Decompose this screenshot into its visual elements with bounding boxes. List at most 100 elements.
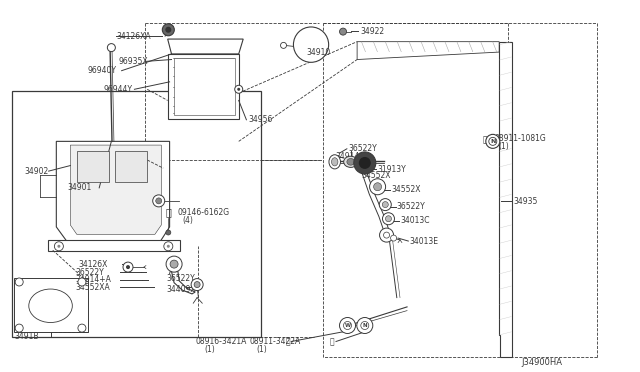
Circle shape [383,232,390,238]
Text: 34902: 34902 [24,167,49,176]
Text: 34126XA: 34126XA [116,32,151,41]
Text: 36522Y: 36522Y [397,202,426,211]
Text: Ⓑ: Ⓑ [165,207,172,217]
Text: 34552X: 34552X [362,171,391,180]
Circle shape [359,157,371,169]
Text: 31913Y: 31913Y [378,165,406,174]
Text: 34013C: 34013C [400,216,429,225]
Text: (4): (4) [182,216,193,225]
Text: N: N [362,323,367,328]
Circle shape [235,85,243,93]
Circle shape [166,256,182,272]
Circle shape [126,265,130,269]
Ellipse shape [332,158,338,166]
Polygon shape [48,240,180,251]
Bar [14,278,88,332]
Circle shape [194,282,200,288]
Text: (1): (1) [205,345,216,354]
Text: 36522Y: 36522Y [76,268,104,277]
Text: 34910: 34910 [306,48,330,57]
Circle shape [156,198,162,204]
Circle shape [167,245,170,248]
Text: ⓘ: ⓘ [285,337,290,346]
Polygon shape [168,54,239,119]
Text: W: W [344,323,351,328]
Circle shape [166,230,171,235]
Text: 34935: 34935 [513,197,538,206]
Circle shape [354,152,376,174]
Circle shape [170,260,178,268]
Circle shape [340,28,346,35]
Text: 09146-6162G: 09146-6162G [178,208,230,217]
Text: 08911-3422A: 08911-3422A [250,337,301,346]
Circle shape [486,134,500,148]
Text: Ⓝ: Ⓝ [483,135,488,144]
Circle shape [123,262,133,272]
Ellipse shape [329,155,340,169]
Circle shape [164,242,173,251]
Bar [12,91,261,337]
Circle shape [237,88,240,91]
Ellipse shape [344,156,358,167]
Text: 34126X: 34126X [78,260,108,269]
Polygon shape [499,42,512,357]
Circle shape [108,44,115,52]
Circle shape [191,279,203,291]
Circle shape [340,317,356,334]
Ellipse shape [29,289,72,323]
Circle shape [385,216,392,222]
Text: 96940Y: 96940Y [87,66,116,75]
Text: (1): (1) [256,345,267,354]
Text: N: N [490,139,495,144]
Text: 96935X: 96935X [118,57,148,66]
Text: J34900HA: J34900HA [522,358,563,367]
Circle shape [78,278,86,286]
Circle shape [15,324,23,332]
Text: 34552XA: 34552XA [76,283,110,292]
Text: 34914: 34914 [335,153,360,161]
Circle shape [344,321,351,330]
Polygon shape [360,167,389,238]
Text: 36522Y: 36522Y [348,144,377,153]
Polygon shape [357,42,499,60]
Circle shape [361,321,369,330]
Bar [174,58,235,115]
Circle shape [54,242,63,251]
Polygon shape [70,145,161,234]
Bar [115,151,147,182]
Text: 34013E: 34013E [410,237,438,246]
Bar [77,151,109,182]
Text: 34922: 34922 [360,27,385,36]
Polygon shape [172,272,195,294]
Circle shape [380,199,391,211]
Text: 34956: 34956 [248,115,273,124]
Circle shape [383,213,394,225]
Circle shape [380,228,394,242]
Circle shape [163,24,174,36]
Text: 08916-3421A: 08916-3421A [196,337,247,346]
Ellipse shape [347,158,355,165]
Circle shape [280,42,287,48]
Circle shape [78,324,86,332]
Circle shape [153,195,164,207]
Circle shape [390,235,397,241]
Circle shape [15,278,23,286]
Text: 34914+A: 34914+A [76,275,111,284]
Circle shape [58,245,60,248]
Text: (1): (1) [498,142,509,151]
Circle shape [489,137,497,145]
Text: 96944Y: 96944Y [104,85,132,94]
Text: 3491B: 3491B [14,332,38,341]
Circle shape [357,317,372,334]
Polygon shape [56,141,170,242]
Text: 34552X: 34552X [392,185,421,194]
Circle shape [370,179,385,195]
Circle shape [165,27,172,33]
Ellipse shape [293,27,329,62]
Circle shape [374,183,381,191]
Text: 34901: 34901 [67,183,92,192]
Circle shape [382,202,388,208]
Text: Ⓝ: Ⓝ [330,337,335,346]
Text: 34409X: 34409X [166,285,196,294]
Text: 08911-1081G: 08911-1081G [495,134,547,143]
